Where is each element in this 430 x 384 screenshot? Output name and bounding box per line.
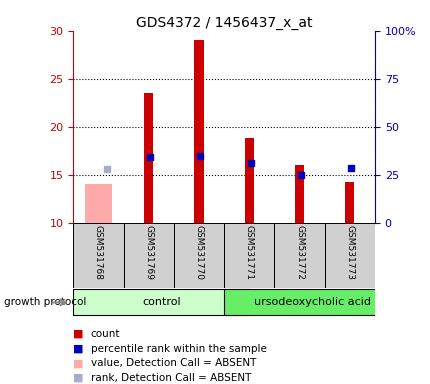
Text: ursodeoxycholic acid: ursodeoxycholic acid bbox=[253, 297, 370, 307]
Text: rank, Detection Call = ABSENT: rank, Detection Call = ABSENT bbox=[90, 373, 250, 383]
Bar bbox=[194, 40, 203, 223]
Text: GSM531772: GSM531772 bbox=[295, 225, 303, 280]
Bar bbox=[224, 223, 274, 288]
Text: value, Detection Call = ABSENT: value, Detection Call = ABSENT bbox=[90, 358, 255, 368]
Bar bbox=[224, 290, 399, 315]
Text: ■: ■ bbox=[73, 373, 83, 383]
Bar bbox=[274, 223, 324, 288]
Text: ■: ■ bbox=[73, 358, 83, 368]
Text: GSM531771: GSM531771 bbox=[244, 225, 253, 280]
Text: ■: ■ bbox=[73, 344, 83, 354]
Title: GDS4372 / 1456437_x_at: GDS4372 / 1456437_x_at bbox=[135, 16, 312, 30]
Bar bbox=[144, 93, 153, 223]
Bar bbox=[73, 290, 249, 315]
Text: count: count bbox=[90, 329, 120, 339]
Text: GSM531770: GSM531770 bbox=[194, 225, 203, 280]
Bar bbox=[295, 165, 304, 223]
Bar bbox=[344, 182, 353, 223]
Text: growth protocol: growth protocol bbox=[4, 297, 86, 308]
Text: GSM531769: GSM531769 bbox=[144, 225, 153, 280]
Text: GSM531773: GSM531773 bbox=[344, 225, 353, 280]
Text: GSM531768: GSM531768 bbox=[94, 225, 103, 280]
Bar bbox=[173, 223, 224, 288]
Text: control: control bbox=[141, 297, 180, 307]
Bar bbox=[324, 223, 374, 288]
Text: ■: ■ bbox=[73, 329, 83, 339]
Text: percentile rank within the sample: percentile rank within the sample bbox=[90, 344, 266, 354]
Bar bbox=[84, 184, 112, 223]
Bar bbox=[244, 138, 253, 223]
Bar bbox=[73, 223, 123, 288]
Bar bbox=[123, 223, 173, 288]
